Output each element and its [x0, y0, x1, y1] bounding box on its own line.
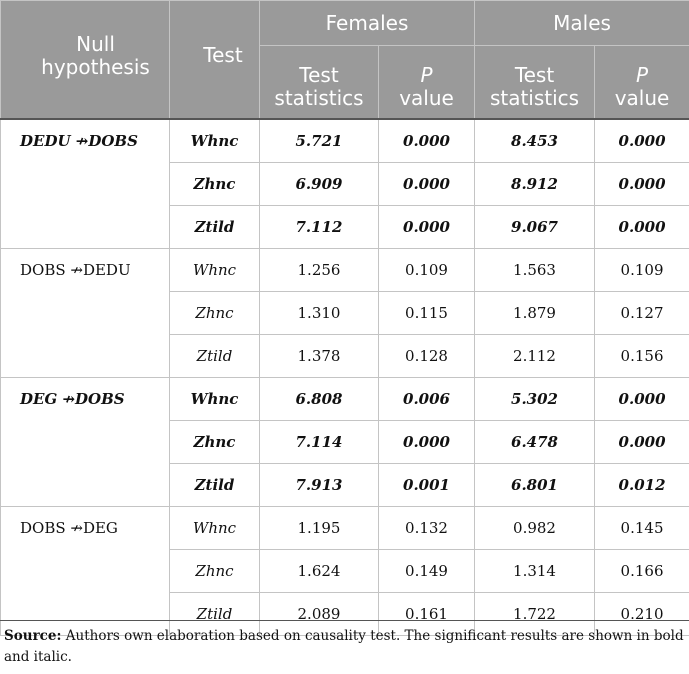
null-hypothesis-header: Null hypothesis — [0, 0, 170, 120]
males-test-statistic-cell: 8.912 — [474, 162, 596, 206]
females-p-value-cell: 0.000 — [377, 118, 476, 163]
males-p-value-cell: 0.109 — [594, 248, 689, 292]
test-name-cell: Zhnc — [169, 420, 260, 464]
table-row: DOBS ↛DEDU Whnc 1.256 0.109 1.563 0.109 — [0, 248, 689, 378]
test-name-cell: Zhnc — [169, 549, 260, 593]
females-p-value-cell: 0.000 — [377, 162, 476, 206]
females-test-statistic-cell: 7.114 — [259, 420, 379, 464]
hypothesis-cell: DEDU ↛DOBS — [0, 118, 170, 249]
males-test-statistic-cell: 1.563 — [474, 248, 596, 292]
males-p-value-cell: 0.000 — [594, 162, 689, 206]
females-test-statistic-cell: 1.378 — [259, 334, 379, 378]
females-test-statistics-header: Test statistics — [259, 45, 379, 120]
females-test-statistic-cell: 6.909 — [259, 162, 379, 206]
females-test-statistic-cell: 7.112 — [259, 205, 379, 249]
table-note: Source: Authors own elaboration based on… — [4, 626, 684, 668]
table-row: DEG ↛DOBS Whnc 6.808 0.006 5.302 0.000 — [0, 377, 689, 507]
test-name-cell: Whnc — [169, 248, 260, 292]
females-test-statistic-cell: 7.913 — [259, 463, 379, 507]
test-header: Test — [169, 0, 260, 120]
males-p-value-cell: 0.156 — [594, 334, 689, 378]
males-p-value-cell: 0.000 — [594, 205, 689, 249]
females-p-value-cell: 0.109 — [377, 248, 476, 292]
males-p-value-cell: 0.000 — [594, 118, 689, 163]
table-row: Ztild 2.089 0.161 1.722 0.210 — [1, 592, 689, 636]
test-name-cell: Ztild — [169, 592, 260, 636]
females-p-value-cell: 0.149 — [377, 549, 476, 593]
test-name-cell: Zhnc — [169, 162, 260, 206]
females-test-statistic-cell: 1.310 — [259, 291, 379, 335]
males-test-statistic-cell: 6.478 — [474, 420, 596, 464]
table-row: Ztild 7.112 0.000 9.067 0.000 — [1, 205, 689, 249]
males-p-value-cell: 0.210 — [594, 592, 689, 636]
test-name-cell: Whnc — [169, 506, 260, 550]
females-p-value-cell: 0.132 — [377, 506, 476, 550]
females-test-statistic-cell: 1.256 — [259, 248, 379, 292]
table-row: Zhnc 7.114 0.000 6.478 0.000 — [1, 420, 689, 464]
test-name-cell: Zhnc — [169, 291, 260, 335]
males-test-statistic-cell: 6.801 — [474, 463, 596, 507]
note-text: Authors own elaboration based on causali… — [4, 628, 684, 665]
females-test-statistic-cell: 5.721 — [259, 118, 379, 163]
females-header: Females — [258, 0, 476, 46]
males-test-statistics-header: Test statistics — [474, 45, 596, 120]
females-test-statistic-cell: 2.089 — [259, 592, 379, 636]
males-test-statistic-cell: 2.112 — [474, 334, 596, 378]
results-table: Null hypothesis Test Females Males Test … — [0, 0, 689, 636]
test-name-cell: Whnc — [169, 377, 260, 421]
table-row: Ztild 1.378 0.128 2.112 0.156 — [1, 334, 689, 378]
males-p-value-cell: 0.012 — [594, 463, 689, 507]
note-label: Source: — [4, 628, 62, 644]
females-p-value-cell: 0.000 — [377, 420, 476, 464]
test-name-cell: Ztild — [169, 463, 260, 507]
table-row: DEDU ↛DOBS Whnc 5.721 0.000 8.453 0.000 — [0, 118, 689, 249]
females-p-value-cell: 0.115 — [377, 291, 476, 335]
males-test-statistic-cell: 0.982 — [474, 506, 596, 550]
males-test-statistic-cell: 5.302 — [474, 377, 596, 421]
test-name-cell: Ztild — [169, 334, 260, 378]
females-test-statistic-cell: 1.624 — [259, 549, 379, 593]
males-p-value-cell: 0.000 — [594, 420, 689, 464]
males-test-statistic-cell: 8.453 — [474, 118, 596, 163]
females-test-statistic-cell: 1.195 — [259, 506, 379, 550]
females-p-value-cell: 0.006 — [377, 377, 476, 421]
table-row: Zhnc 1.310 0.115 1.879 0.127 — [1, 291, 689, 335]
females-p-value-cell: 0.128 — [377, 334, 476, 378]
table-row: Zhnc 1.624 0.149 1.314 0.166 — [1, 549, 689, 593]
males-test-statistic-cell: 9.067 — [474, 205, 596, 249]
table-row: DOBS ↛DEG Whnc 1.195 0.132 0.982 0.145 — [0, 506, 689, 636]
table-body: DEDU ↛DOBS Whnc 5.721 0.000 8.453 0.000 Zhnc 6.… — [0, 118, 689, 636]
hypothesis-cell: DOBS ↛DEDU — [0, 248, 170, 378]
test-name-cell: Ztild — [169, 205, 260, 249]
females-p-value-cell: 0.161 — [377, 592, 476, 636]
males-p-value-cell: 0.127 — [594, 291, 689, 335]
note-divider — [0, 620, 689, 621]
females-test-statistic-cell: 6.808 — [259, 377, 379, 421]
females-p-value-cell: 0.001 — [377, 463, 476, 507]
males-p-value-cell: 0.166 — [594, 549, 689, 593]
males-test-statistic-cell: 1.879 — [474, 291, 596, 335]
males-p-value-cell: 0.145 — [594, 506, 689, 550]
females-p-value-cell: 0.000 — [377, 205, 476, 249]
hypothesis-cell: DEG ↛DOBS — [0, 377, 170, 507]
males-test-statistic-cell: 1.722 — [474, 592, 596, 636]
test-name-cell: Whnc — [169, 118, 260, 163]
males-header: Males — [474, 0, 689, 46]
males-test-statistic-cell: 1.314 — [474, 549, 596, 593]
males-p-value-cell: 0.000 — [594, 377, 689, 421]
hypothesis-cell: DOBS ↛DEG — [0, 506, 170, 636]
